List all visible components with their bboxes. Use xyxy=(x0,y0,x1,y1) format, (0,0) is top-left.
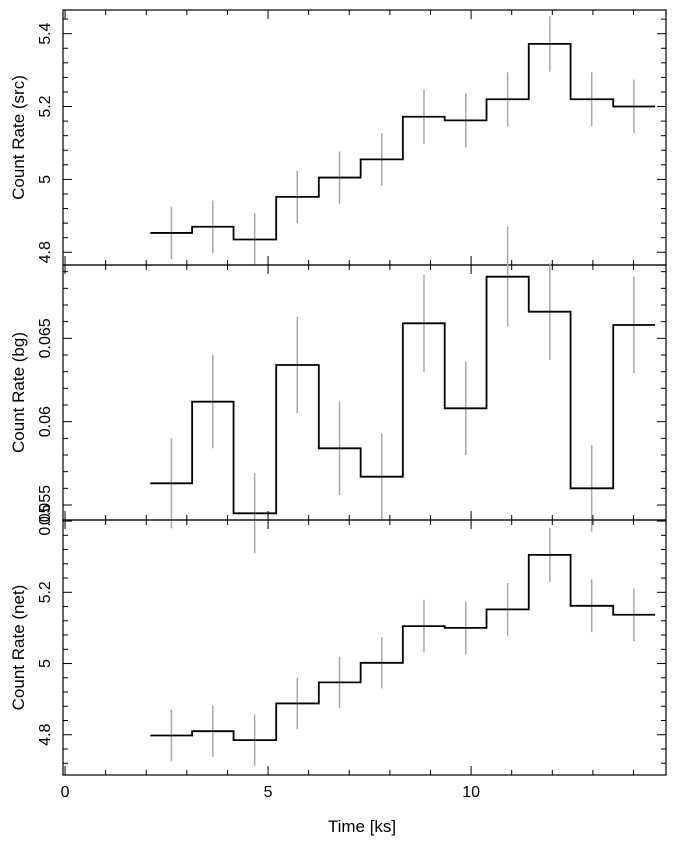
step-line xyxy=(150,275,656,515)
y-tick-label: 5.2 xyxy=(37,581,54,603)
panel-net: 4.8 5 5.2 Count Rate (net) 0 5 10 xyxy=(9,519,667,801)
plot-frame xyxy=(62,264,667,521)
panel-src: 4.8 5 5.2 5.4 Count Rate (src) xyxy=(9,9,667,266)
panel-bg: 0.055 0.06 0.065 0.05 Count Rate (bg) xyxy=(9,226,667,554)
x-tick-label: 10 xyxy=(462,784,480,801)
y-tick-label: 4.8 xyxy=(37,724,54,746)
y-tick-label: 0.055 xyxy=(37,485,54,525)
y-tick-label: 0.065 xyxy=(37,318,54,358)
y-tick-label: 5 xyxy=(37,175,54,184)
y-tick-label: 5.4 xyxy=(37,22,54,44)
plot-frame xyxy=(62,9,667,266)
y-axis-label: Count Rate (bg) xyxy=(9,332,28,453)
y-tick-label: 5 xyxy=(37,659,54,668)
y-tick-label-clipped: 0.05 xyxy=(37,504,54,535)
y-axis-label: Count Rate (src) xyxy=(9,75,28,200)
x-tick-label: 0 xyxy=(61,784,70,801)
y-tick-label: 5.2 xyxy=(37,95,54,117)
y-tick-label: 0.06 xyxy=(37,406,54,437)
y-axis-label: Count Rate (net) xyxy=(9,585,28,711)
x-axis-label: Time [ks] xyxy=(328,817,396,836)
step-line xyxy=(150,42,656,241)
plot-frame xyxy=(62,519,667,776)
x-tick-label: 5 xyxy=(264,784,273,801)
step-line xyxy=(150,554,656,741)
y-tick-label: 4.8 xyxy=(37,241,54,263)
